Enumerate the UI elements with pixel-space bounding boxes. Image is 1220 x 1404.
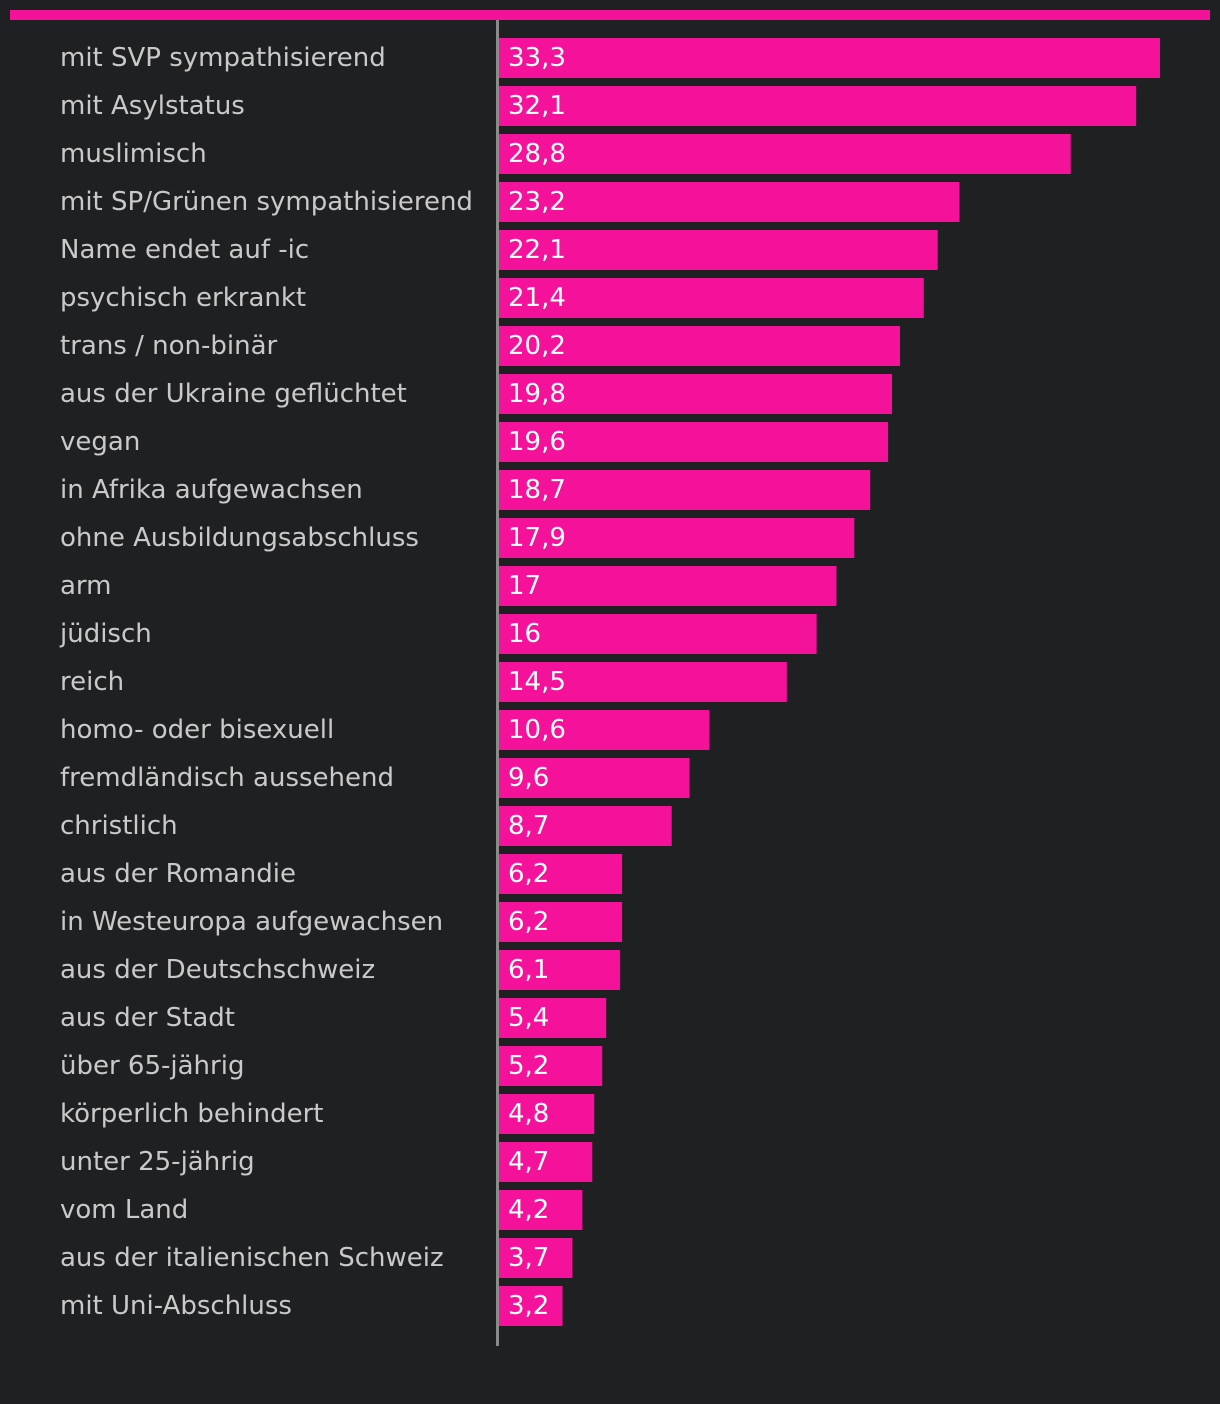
bar (499, 182, 960, 222)
category-label: aus der Deutschschweiz (60, 955, 375, 985)
bar (499, 422, 889, 462)
category-label: Name endet auf -ic (60, 235, 309, 265)
value-label: 9,6 (508, 763, 549, 793)
category-label: jüdisch (59, 619, 152, 649)
category-label: aus der italienischen Schweiz (60, 1243, 444, 1273)
bar (499, 518, 855, 558)
value-label: 6,1 (508, 955, 549, 985)
value-label: 32,1 (508, 91, 566, 121)
bars-layer (499, 38, 1160, 1326)
category-label: christlich (60, 811, 178, 841)
value-label: 19,8 (508, 379, 566, 409)
category-label: ohne Ausbildungsabschluss (60, 523, 419, 553)
value-label: 23,2 (508, 187, 566, 217)
value-label: 17 (508, 571, 541, 601)
bar (499, 278, 924, 318)
value-label: 4,2 (508, 1195, 549, 1225)
value-label: 20,2 (508, 331, 566, 361)
category-label: in Westeuropa aufgewachsen (60, 907, 443, 937)
value-label: 17,9 (508, 523, 566, 553)
bar (499, 614, 817, 654)
bar (499, 758, 690, 798)
category-label: reich (60, 667, 124, 697)
category-label: arm (60, 571, 112, 601)
bar (499, 134, 1071, 174)
category-label: muslimisch (60, 139, 207, 169)
value-label: 28,8 (508, 139, 566, 169)
category-label: mit SVP sympathisierend (60, 43, 386, 73)
category-label: mit Uni-Abschluss (60, 1291, 292, 1321)
bar (499, 1046, 603, 1086)
bar (499, 806, 672, 846)
value-label: 10,6 (508, 715, 566, 745)
category-label: aus der Stadt (60, 1003, 235, 1033)
value-label: 4,7 (508, 1147, 549, 1177)
value-label: 3,2 (508, 1291, 549, 1321)
top-accent-rule (10, 10, 1210, 20)
value-label: 14,5 (508, 667, 566, 697)
value-label: 6,2 (508, 859, 549, 889)
category-label: über 65-jährig (60, 1051, 244, 1081)
bar (499, 1094, 595, 1134)
category-label: mit SP/Grünen sympathisierend (60, 187, 473, 217)
bar (499, 854, 623, 894)
category-label: vom Land (60, 1195, 188, 1225)
category-label: aus der Romandie (60, 859, 296, 889)
bar (499, 38, 1160, 78)
value-label: 22,1 (508, 235, 566, 265)
value-label: 16 (508, 619, 541, 649)
bar (499, 950, 621, 990)
category-label: vegan (60, 427, 140, 457)
category-label: aus der Ukraine geflüchtet (60, 379, 407, 409)
category-label: fremdländisch aussehend (60, 763, 394, 793)
category-label: in Afrika aufgewachsen (60, 475, 363, 505)
bar (499, 326, 900, 366)
value-label: 21,4 (508, 283, 566, 313)
bar (499, 902, 623, 942)
category-label: trans / non-binär (60, 331, 278, 361)
value-label: 8,7 (508, 811, 549, 841)
value-label: 33,3 (508, 43, 566, 73)
category-labels: mit SVP sympathisierend mit Asylstatus mus… (59, 43, 473, 1321)
bar (499, 230, 938, 270)
value-label: 5,4 (508, 1003, 549, 1033)
bar (499, 662, 787, 702)
value-labels: 33,3 32,1 28,8 23,2 22,1 21,4 20,2 19,8 19,6 18,7… (508, 43, 566, 1321)
bar (499, 374, 893, 414)
value-label: 19,6 (508, 427, 566, 457)
category-label: körperlich behindert (60, 1099, 323, 1129)
bar (499, 1286, 563, 1326)
category-label: homo- oder bisexuell (60, 715, 334, 745)
value-label: 18,7 (508, 475, 566, 505)
bar (499, 710, 710, 750)
value-label: 4,8 (508, 1099, 549, 1129)
bar (499, 566, 837, 606)
bar (499, 1190, 583, 1230)
bar (499, 86, 1137, 126)
value-label: 6,2 (508, 907, 549, 937)
value-label: 3,7 (508, 1243, 549, 1273)
bar (499, 1142, 593, 1182)
bar (499, 998, 607, 1038)
category-label: unter 25-jährig (60, 1147, 255, 1177)
category-label: mit Asylstatus (60, 91, 245, 121)
bar (499, 470, 871, 510)
category-label: psychisch erkrankt (60, 283, 306, 313)
bar (499, 1238, 573, 1278)
value-label: 5,2 (508, 1051, 549, 1081)
